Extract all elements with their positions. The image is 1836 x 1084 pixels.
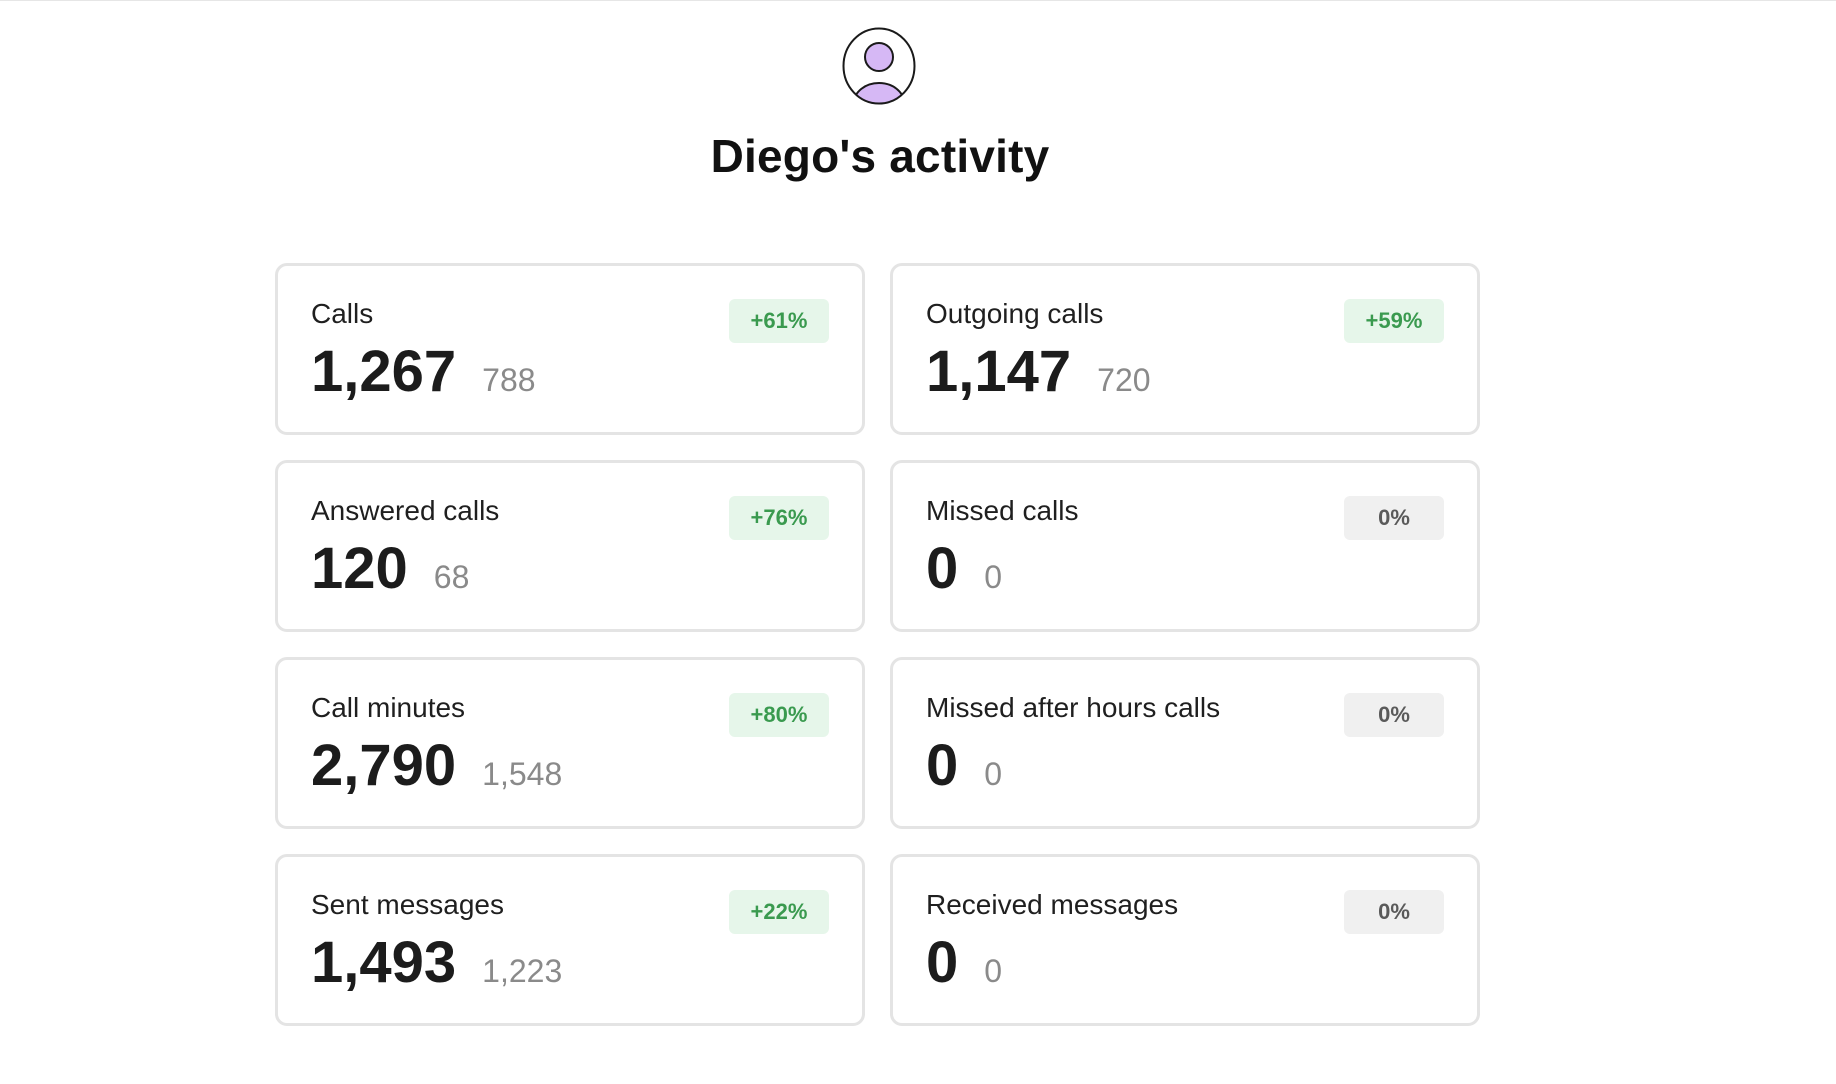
stat-label: Missed calls — [926, 495, 1079, 526]
stat-label: Answered calls — [311, 495, 500, 526]
stat-value: 120 — [311, 536, 408, 601]
stat-value: 1,267 — [311, 339, 457, 404]
stat-values: 1,267 788 — [311, 338, 536, 405]
stat-previous-value: 1,548 — [482, 756, 563, 792]
stat-previous-value: 0 — [984, 559, 1003, 595]
page-title: Diego's activity — [710, 130, 1050, 182]
change-badge: 0% — [1344, 496, 1444, 540]
stat-previous-value: 0 — [984, 953, 1003, 989]
change-badge: +22% — [729, 890, 829, 934]
stat-previous-value: 788 — [482, 362, 536, 398]
stat-label: Calls — [311, 298, 374, 329]
stat-card-answered-calls[interactable]: Answered calls 120 68 +76% — [275, 460, 865, 632]
stat-previous-value: 1,223 — [482, 953, 563, 989]
stat-card-missed-after-hours-calls[interactable]: Missed after hours calls 0 0 0% — [890, 657, 1480, 829]
stat-card-outgoing-calls[interactable]: Outgoing calls 1,147 720 +59% — [890, 263, 1480, 435]
stat-label: Received messages — [926, 889, 1179, 920]
stat-values: 0 0 — [926, 929, 1002, 996]
stat-value: 0 — [926, 536, 959, 601]
stat-card-sent-messages[interactable]: Sent messages 1,493 1,223 +22% — [275, 854, 865, 1026]
stat-values: 0 0 — [926, 732, 1002, 799]
stat-values: 2,790 1,548 — [311, 732, 562, 799]
stat-card-received-messages[interactable]: Received messages 0 0 0% — [890, 854, 1480, 1026]
stat-label: Call minutes — [311, 692, 466, 723]
stat-previous-value: 68 — [433, 559, 470, 595]
change-badge: +61% — [729, 299, 829, 343]
stat-value: 2,790 — [311, 733, 457, 798]
stat-values: 1,493 1,223 — [311, 929, 562, 996]
stat-label: Outgoing calls — [926, 298, 1104, 329]
stat-value: 1,493 — [311, 930, 457, 995]
stat-value: 0 — [926, 930, 959, 995]
stat-previous-value: 720 — [1097, 362, 1151, 398]
change-badge: +80% — [729, 693, 829, 737]
change-badge: 0% — [1344, 693, 1444, 737]
stat-value: 0 — [926, 733, 959, 798]
stat-card-calls[interactable]: Calls 1,267 788 +61% — [275, 263, 865, 435]
stat-label: Sent messages — [311, 889, 504, 920]
change-badge: +59% — [1344, 299, 1444, 343]
stat-values: 0 0 — [926, 535, 1002, 602]
user-avatar-icon — [842, 27, 916, 105]
stat-card-call-minutes[interactable]: Call minutes 2,790 1,548 +80% — [275, 657, 865, 829]
stat-card-missed-calls[interactable]: Missed calls 0 0 0% — [890, 460, 1480, 632]
change-badge: +76% — [729, 496, 829, 540]
stat-value: 1,147 — [926, 339, 1072, 404]
stat-values: 1,147 720 — [926, 338, 1151, 405]
stats-grid: Calls 1,267 788 +61% Outgoing calls 1,14… — [275, 263, 1480, 1026]
stat-previous-value: 0 — [984, 756, 1003, 792]
stat-label: Missed after hours calls — [926, 692, 1221, 723]
stat-values: 120 68 — [311, 535, 469, 602]
change-badge: 0% — [1344, 890, 1444, 934]
